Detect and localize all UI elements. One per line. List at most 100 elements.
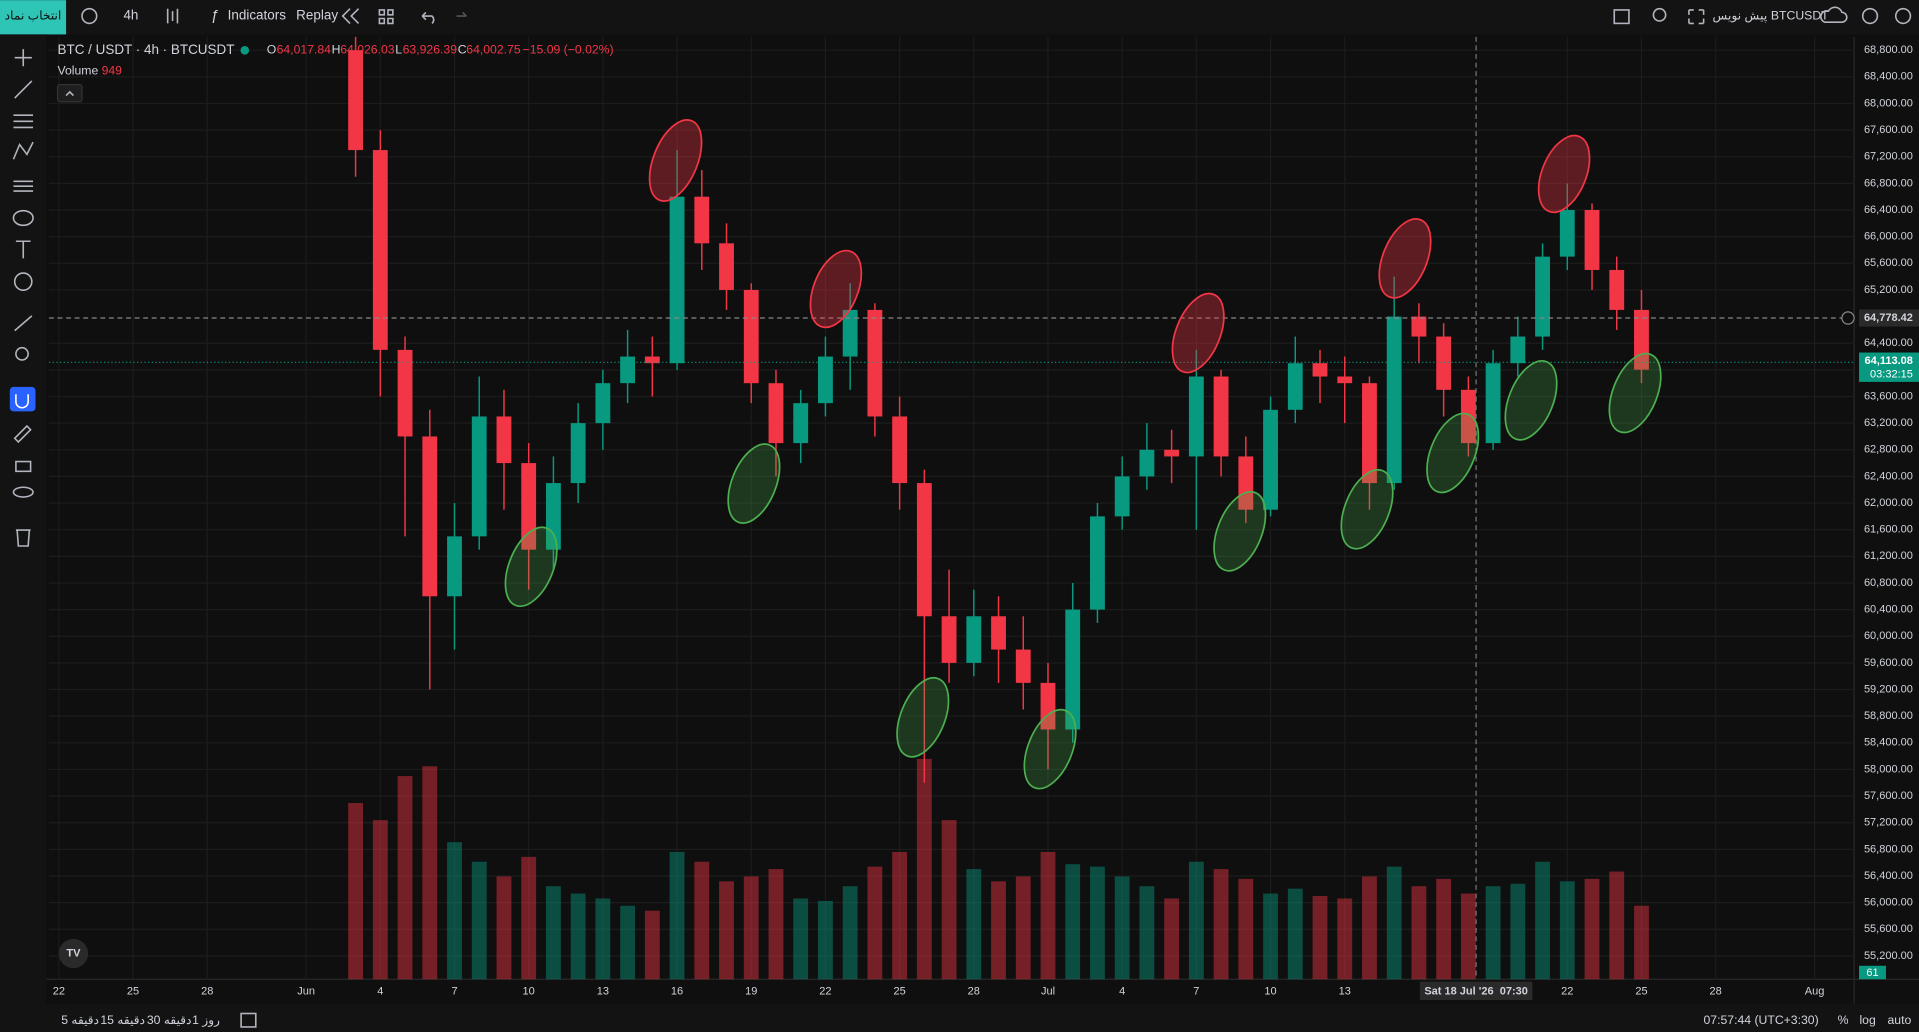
text-tool[interactable] [15,240,31,259]
price-scale [1854,36,1919,1004]
volume-bar [1460,893,1476,980]
projection-tool[interactable] [13,180,34,192]
candle-body [372,150,388,350]
volume-label: Volume [58,63,99,77]
zoom-tool[interactable] [15,346,29,361]
top-marker[interactable] [1369,212,1441,306]
top-marker[interactable] [639,113,712,209]
draw-mode-tool[interactable] [13,424,32,444]
ohlc-change: −15.09 (−0.02%) [523,43,614,57]
hide-tool[interactable] [12,486,34,498]
ohlc-letter: L [395,43,402,57]
add-icon[interactable] [81,7,98,25]
volume-bar [1065,864,1081,980]
bottom-marker[interactable] [1417,406,1489,500]
ohlc-letter: O [267,43,277,57]
volume-bar [471,861,487,980]
candle-body [793,403,809,444]
candle-body [1263,409,1278,510]
candle-body [1436,336,1452,390]
y-tick-label: 68,400.00 [1864,71,1913,83]
candle-body [1188,376,1204,457]
y-tick-label: 62,400.00 [1864,470,1913,482]
publish[interactable]: پیش نویس [1712,8,1767,22]
range-button[interactable]: 5 دقیقه [61,1013,99,1027]
y-tick-label: 56,000.00 [1864,897,1913,909]
bottom-marker[interactable] [1204,484,1276,578]
candle-body [842,309,858,357]
fullscreen-icon[interactable] [1613,9,1630,25]
search-icon[interactable] [1652,7,1667,22]
goto-date-icon[interactable] [240,1012,257,1028]
candle-body [1114,476,1130,517]
volume-bar [1584,878,1600,980]
percent-toggle[interactable]: % [1838,1013,1849,1027]
layout-icon[interactable] [378,9,394,25]
shape-tool[interactable] [12,209,34,227]
crosshair-tool[interactable] [14,49,32,67]
bottom-marker[interactable] [887,670,959,764]
settings-icon[interactable] [1861,7,1879,25]
candle-body [669,196,685,364]
top-marker[interactable] [1529,128,1600,219]
expand-icon[interactable] [1688,9,1705,25]
y-tick-label: 62,800.00 [1864,444,1913,456]
volume-bar [1287,888,1303,980]
bottom-marker[interactable] [718,437,790,531]
range-button[interactable]: 1 روز [192,1013,220,1027]
undo-icon[interactable] [421,11,435,24]
volume-bar [1238,878,1254,980]
bottom-marker[interactable] [495,520,567,614]
bottom-marker[interactable] [1599,346,1671,440]
x-tick-label: Jun [297,985,315,997]
ruler-tool[interactable] [14,315,33,332]
indicators-icon[interactable]: ƒ [211,8,219,24]
volume-bar [1164,898,1180,980]
candle-body [991,616,1006,650]
auto-toggle[interactable]: auto [1888,1013,1912,1027]
volume-bar [669,851,685,980]
log-toggle[interactable]: log [1859,1013,1876,1027]
volume-bar [397,776,413,980]
volume-bar [1040,851,1056,980]
volume-bar [644,910,660,980]
volume-bar [941,820,957,980]
pattern-tool[interactable] [12,141,34,160]
bottom-marker[interactable] [1331,462,1403,556]
delete-tool[interactable] [15,529,31,547]
symbol-button-text[interactable]: انتخاب نماد [5,8,62,22]
candle-body [1460,389,1476,444]
volume-bar [1362,876,1377,980]
cloud-icon[interactable] [1820,6,1848,23]
y-tick-label: 68,000.00 [1864,97,1913,109]
camera-icon[interactable] [1894,7,1912,25]
ohlc-close: 64,002.75 [466,43,521,57]
interval[interactable]: 4h [123,8,138,23]
y-tick-label: 65,600.00 [1864,257,1913,269]
candle-body [1362,383,1377,484]
volume-bar [1510,883,1526,980]
symbol-button[interactable] [0,0,67,35]
range-button[interactable]: 15 دقیقه [100,1013,145,1027]
fib-tool[interactable] [13,114,34,129]
symbol[interactable]: BTCUSDT [1771,8,1829,22]
candle-body [620,356,636,384]
line-tool[interactable] [14,80,33,99]
replay-icon[interactable] [341,8,360,24]
bottom-marker[interactable] [1014,702,1086,796]
replay[interactable]: Replay [296,8,338,23]
candle-body [595,383,611,424]
countdown-label: 03:32:15 [1870,368,1913,380]
collapse-button[interactable] [56,83,83,103]
emoji-tool[interactable] [13,272,33,291]
candle-body [1065,609,1081,730]
lock-tool[interactable] [15,460,32,473]
top-marker[interactable] [800,243,871,334]
range-button[interactable]: 30 دقیقه [147,1013,192,1027]
bottom-marker[interactable] [1495,354,1567,448]
top-marker[interactable] [1162,286,1234,380]
y-tick-label: 67,200.00 [1864,151,1913,163]
chart-type-icon[interactable] [166,8,179,24]
indicators[interactable]: Indicators [228,8,287,23]
redo-icon[interactable] [456,11,467,17]
